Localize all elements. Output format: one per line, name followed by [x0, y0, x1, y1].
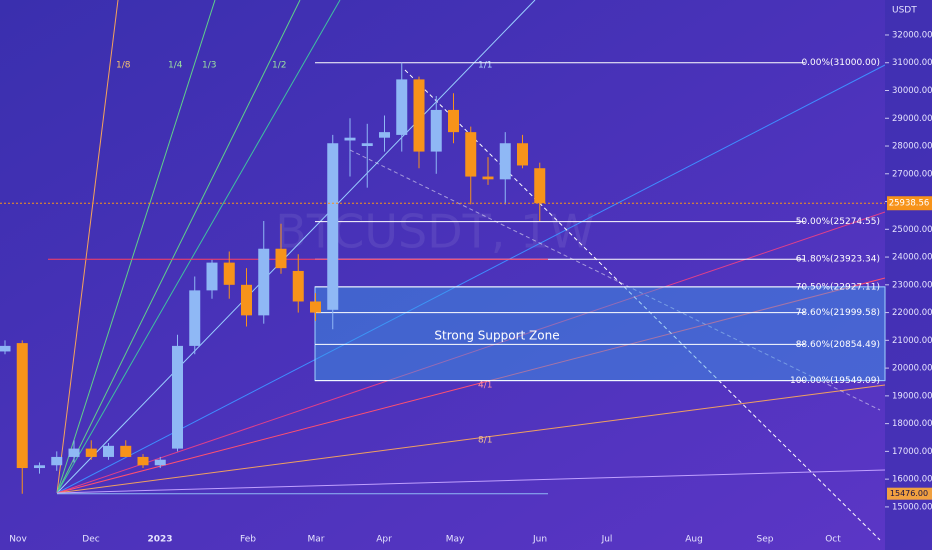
fan-line: [56, 0, 216, 494]
fan-line: [56, 0, 341, 494]
last-price-tag: [887, 196, 932, 211]
x-tick-label: Aug: [685, 535, 703, 545]
fib-label: 61.80%(23923.34): [796, 255, 880, 265]
fan-line: [56, 64, 886, 494]
fan-label: 1/4: [168, 61, 183, 71]
y-tick-label: 18000.00: [892, 419, 932, 429]
candle-body: [68, 448, 80, 457]
fan-line: [56, 0, 301, 494]
y-tick-label: 20000.00: [892, 364, 932, 374]
candle-body: [154, 459, 166, 466]
x-tick-label: Jun: [532, 535, 547, 545]
gann-fan: [56, 0, 886, 541]
candle-body: [120, 445, 132, 457]
y-tick-label: 16000.00: [892, 475, 932, 485]
y-tick-label: 24000.00: [892, 253, 932, 263]
y-tick-label: 23000.00: [892, 280, 932, 290]
fan-label: 1/3: [202, 61, 216, 71]
candle-body: [465, 132, 477, 177]
candle-body: [223, 262, 235, 285]
x-tick-label: Sep: [757, 535, 774, 545]
y-tick-label: 15000.00: [892, 502, 932, 512]
x-tick-label: Apr: [376, 535, 392, 545]
candle-body: [103, 445, 114, 457]
fan-line: [56, 0, 536, 494]
y-tick-label: 25000.00: [892, 225, 932, 235]
fib-label: 100.00%(19549.09): [790, 376, 880, 386]
candle-body: [85, 448, 97, 457]
candle-body: [396, 79, 408, 135]
x-tick-label: Oct: [825, 535, 841, 545]
candle-body: [172, 345, 183, 449]
y-tick-label: 31000.00: [892, 58, 932, 68]
fan-label: 1/1: [478, 61, 492, 71]
y-tick-label: 17000.00: [892, 447, 932, 457]
candle-body: [51, 456, 63, 466]
candle-body: [275, 248, 287, 269]
candle-body: [344, 137, 356, 141]
fib-label: 88.60%(20854.49): [796, 340, 880, 350]
candle-body: [379, 132, 390, 138]
y-tick-label: 22000.00: [892, 308, 932, 318]
fan-line: [56, 469, 886, 494]
candle-body: [137, 456, 149, 466]
candle-body: [258, 248, 270, 316]
fan-line: [56, 384, 886, 494]
x-tick-label: Jul: [601, 535, 613, 545]
low-tag-label: 15476.00: [890, 489, 928, 498]
support-zone: [314, 286, 886, 382]
fib-label: 70.50%(22927.11): [796, 282, 880, 292]
candle-body: [448, 109, 459, 133]
candle-body: [189, 290, 201, 346]
trend-line: [404, 69, 881, 541]
fan-line: [56, 277, 886, 494]
x-tick-label: 2023: [147, 535, 172, 545]
fan-label: 8/1: [478, 436, 492, 446]
candle-body: [413, 79, 425, 152]
trend-line: [349, 149, 881, 411]
x-tick-label: Dec: [82, 535, 99, 545]
candle-body: [34, 465, 45, 469]
fan-line: [56, 0, 119, 494]
candle-body: [292, 270, 304, 302]
y-tick-label: 21000.00: [892, 336, 932, 346]
x-tick-label: Mar: [308, 535, 325, 545]
candle-body: [534, 168, 546, 204]
fan-label: 4/1: [478, 381, 492, 391]
fib-label: 50.00%(25274.55): [796, 217, 880, 227]
watermark: BTCUSDT, 1W: [275, 205, 594, 259]
candle-body: [482, 176, 494, 180]
support-zone-label: Strong Support Zone: [434, 328, 559, 342]
y-axis-label: USDT: [892, 6, 917, 16]
y-tick-label: 29000.00: [892, 114, 932, 124]
low-tag: [887, 487, 932, 500]
candle-body: [499, 143, 511, 180]
y-tick-label: 27000.00: [892, 169, 932, 179]
last-price-label: 25938.56: [889, 199, 930, 209]
candle-body: [361, 143, 373, 147]
fan-label: 1/2: [272, 61, 286, 71]
y-tick-label: 30000.00: [892, 86, 932, 96]
fib-label: 0.00%(31000.00): [801, 58, 880, 68]
x-tick-label: Nov: [9, 535, 27, 545]
candle-body: [241, 284, 252, 316]
price-axis: [885, 0, 932, 550]
candle-body: [430, 109, 442, 152]
candle-body: [0, 345, 11, 352]
y-tick-label: 28000.00: [892, 142, 932, 152]
candle-body: [206, 262, 218, 291]
candle-body: [310, 301, 321, 313]
y-tick-label: 32000.00: [892, 30, 932, 40]
fan-label: 1/8: [116, 61, 131, 71]
x-tick-label: May: [446, 535, 465, 545]
candle-body: [16, 343, 28, 469]
y-tick-label: 19000.00: [892, 391, 932, 401]
candle-body: [517, 143, 528, 166]
fib-label: 78.60%(21999.58): [796, 308, 880, 318]
candle-body: [327, 143, 339, 310]
x-tick-label: Feb: [240, 535, 256, 545]
